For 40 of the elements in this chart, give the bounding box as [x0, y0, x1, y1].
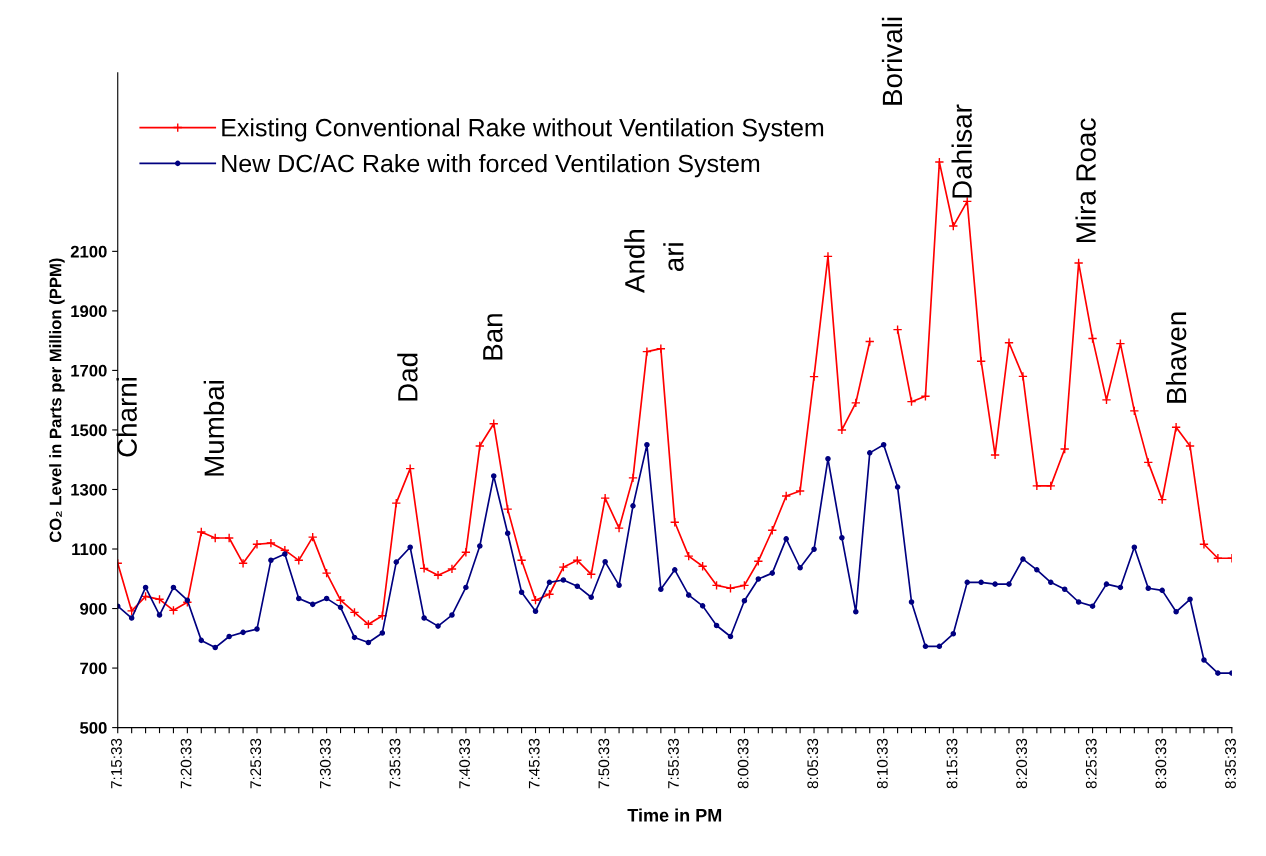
x-tick-label: 7:20:33: [180, 738, 192, 789]
annotation: Bhaven: [1165, 312, 1187, 403]
x-tick-label: 7:55:33: [668, 738, 679, 789]
x-tick-label: 7:35:33: [389, 738, 401, 789]
annotation: Mira Roac: [1075, 118, 1096, 242]
x-tick-label: 8:15:33: [946, 738, 958, 789]
y-tick-label: 1900: [71, 305, 107, 318]
x-tick-label: 7:30:33: [319, 738, 331, 789]
y-tick-label: 700: [80, 662, 107, 675]
x-tick-label: 7:45:33: [528, 738, 540, 789]
x-tick-label: 7:15:33: [111, 738, 122, 789]
annotation: Dahisar: [951, 104, 972, 198]
annotation: ari: [663, 243, 684, 272]
y-axis-title: CO₂ Level in Parts per Million (PPM): [49, 258, 65, 543]
y-tick-label: 1300: [71, 483, 107, 496]
legend-label: Existing Conventional Rake without Ventilation System: [222, 118, 824, 142]
x-axis-title: Time in PM: [627, 808, 722, 822]
x-tick-label: 8:35:33: [1225, 738, 1236, 789]
x-tick-label: 8:25:33: [1085, 738, 1097, 789]
annotation: Andh: [624, 229, 645, 293]
y-tick-label: 900: [80, 602, 107, 615]
y-tick-label: 500: [80, 722, 107, 734]
legend-label: New DC/AC Rake with forced Ventilation System: [222, 153, 760, 178]
y-tick-label: 2100: [70, 245, 107, 258]
x-tick-label: 8:05:33: [807, 738, 819, 789]
y-tick-label: 1500: [71, 424, 107, 437]
y-tick-label: 1700: [71, 364, 107, 377]
x-tick-label: 8:10:33: [876, 738, 888, 789]
annotation: Charni: [116, 377, 137, 457]
x-tick-label: 8:20:33: [1016, 738, 1028, 789]
x-tick-label: 7:40:33: [459, 738, 470, 789]
x-tick-label: 7:50:33: [598, 738, 610, 789]
annotation: Borivali: [881, 17, 903, 105]
x-tick-label: 8:00:33: [737, 738, 749, 789]
annotation: Ban: [483, 314, 503, 360]
annotation: Dad: [397, 353, 418, 401]
x-tick-label: 7:25:33: [250, 738, 262, 789]
x-tick-label: 8:30:33: [1155, 738, 1167, 789]
annotation: Mumbai: [203, 380, 225, 476]
y-tick-label: 1100: [72, 543, 107, 556]
